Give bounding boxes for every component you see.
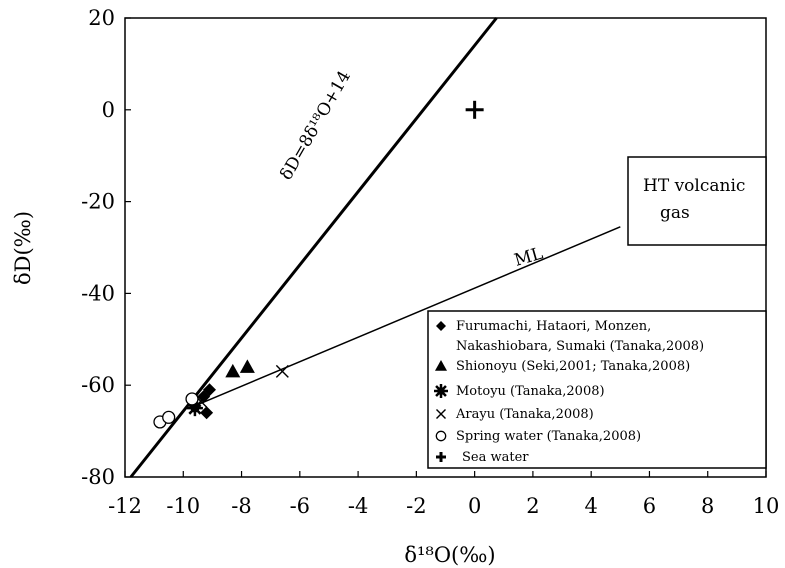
y-tick-label: -20: [81, 190, 115, 214]
legend-marker-x: [436, 409, 446, 419]
ht-volcanic-gas-label-line2: gas: [660, 203, 690, 223]
diamond-marker: [200, 406, 214, 420]
data-points: [153, 100, 484, 429]
mixing-line-ml: [194, 226, 621, 407]
legend-marker-plus: [436, 452, 446, 462]
plot-area: [124, 17, 767, 478]
ht-volcanic-gas-box: [627, 156, 767, 246]
x-tick-label: 4: [584, 494, 597, 518]
data-point-triangle: [225, 363, 241, 378]
legend-marker-diamond: [436, 321, 446, 331]
x-stroke: [275, 364, 289, 378]
ht-volcanic-gas-label-line1: HT volcanic: [643, 176, 745, 196]
data-point-diamond: [197, 390, 211, 404]
legend-entry-label: Shionoyu (Seki,2001; Tanaka,2008): [456, 359, 690, 374]
data-point-triangle: [239, 359, 255, 373]
x-tick-label: 0: [468, 494, 481, 518]
y-tick-label: 0: [102, 98, 115, 122]
x-stroke: [436, 409, 446, 419]
data-point-plus: [465, 100, 484, 119]
legend-box: [427, 310, 767, 469]
y-axis-ticks: 20 0 -20 -40 -60 -80: [81, 6, 131, 489]
y-tick-label: 20: [88, 6, 115, 30]
legend-entry-label: Motoyu (Tanaka,2008): [456, 384, 605, 399]
open-circle-marker: [162, 410, 176, 424]
legend-entry-label: Nakashiobara, Sumaki (Tanaka,2008): [456, 339, 704, 354]
legend-marker-circle-open: [435, 430, 447, 442]
open-circle-marker: [435, 430, 447, 442]
x-axis-ticks: -12 -10 -8 -6 -4 -2 0 2 4 6 8 10: [108, 471, 779, 518]
x-tick-label: 10: [753, 494, 780, 518]
x-tick-label: -10: [166, 494, 200, 518]
x-stroke: [194, 394, 208, 408]
data-point-circle-open: [185, 392, 199, 406]
data-point-x: [275, 364, 289, 378]
data-point-circle-open: [162, 410, 176, 424]
legend-marker-asterisk: [434, 384, 448, 398]
y-tick-label: -60: [81, 373, 115, 397]
legend-entry-label: Furumachi, Hataori, Monzen,: [456, 319, 651, 334]
x-tick-label: -2: [406, 494, 426, 518]
asterisk-stroke: [188, 401, 202, 415]
asterisk-stroke: [435, 385, 447, 397]
y-tick-label: -40: [81, 281, 115, 305]
y-tick-label: -80: [81, 465, 115, 489]
y-axis-title: δD(‰): [11, 211, 35, 285]
diamond-marker: [197, 390, 211, 404]
open-circle-marker: [185, 392, 199, 406]
x-tick-label: -8: [231, 494, 251, 518]
triangle-marker: [225, 363, 241, 378]
mixing-line-label: ML: [512, 244, 545, 271]
legend-entry-label: Spring water (Tanaka,2008): [456, 429, 641, 444]
x-tick-label: -12: [108, 494, 142, 518]
meteoric-line-label: δD=8δ¹⁸O+14: [276, 67, 355, 183]
x-axis-title: δ¹⁸O(‰): [404, 543, 495, 567]
x-tick-label: 2: [526, 494, 539, 518]
diamond-marker: [436, 321, 446, 331]
legend-marker-triangle: [435, 360, 447, 371]
data-point-diamond: [200, 406, 214, 420]
legend: Furumachi, Hataori, Monzen, Nakashiobara,…: [427, 310, 767, 469]
legend-entry-label: Sea water: [462, 450, 529, 465]
triangle-marker: [239, 359, 255, 373]
legend-entry-label: Arayu (Tanaka,2008): [455, 407, 594, 422]
x-tick-label: 8: [701, 494, 714, 518]
x-tick-label: 6: [643, 494, 656, 518]
x-tick-label: -6: [290, 494, 310, 518]
x-tick-label: -4: [348, 494, 368, 518]
triangle-marker: [435, 360, 447, 371]
